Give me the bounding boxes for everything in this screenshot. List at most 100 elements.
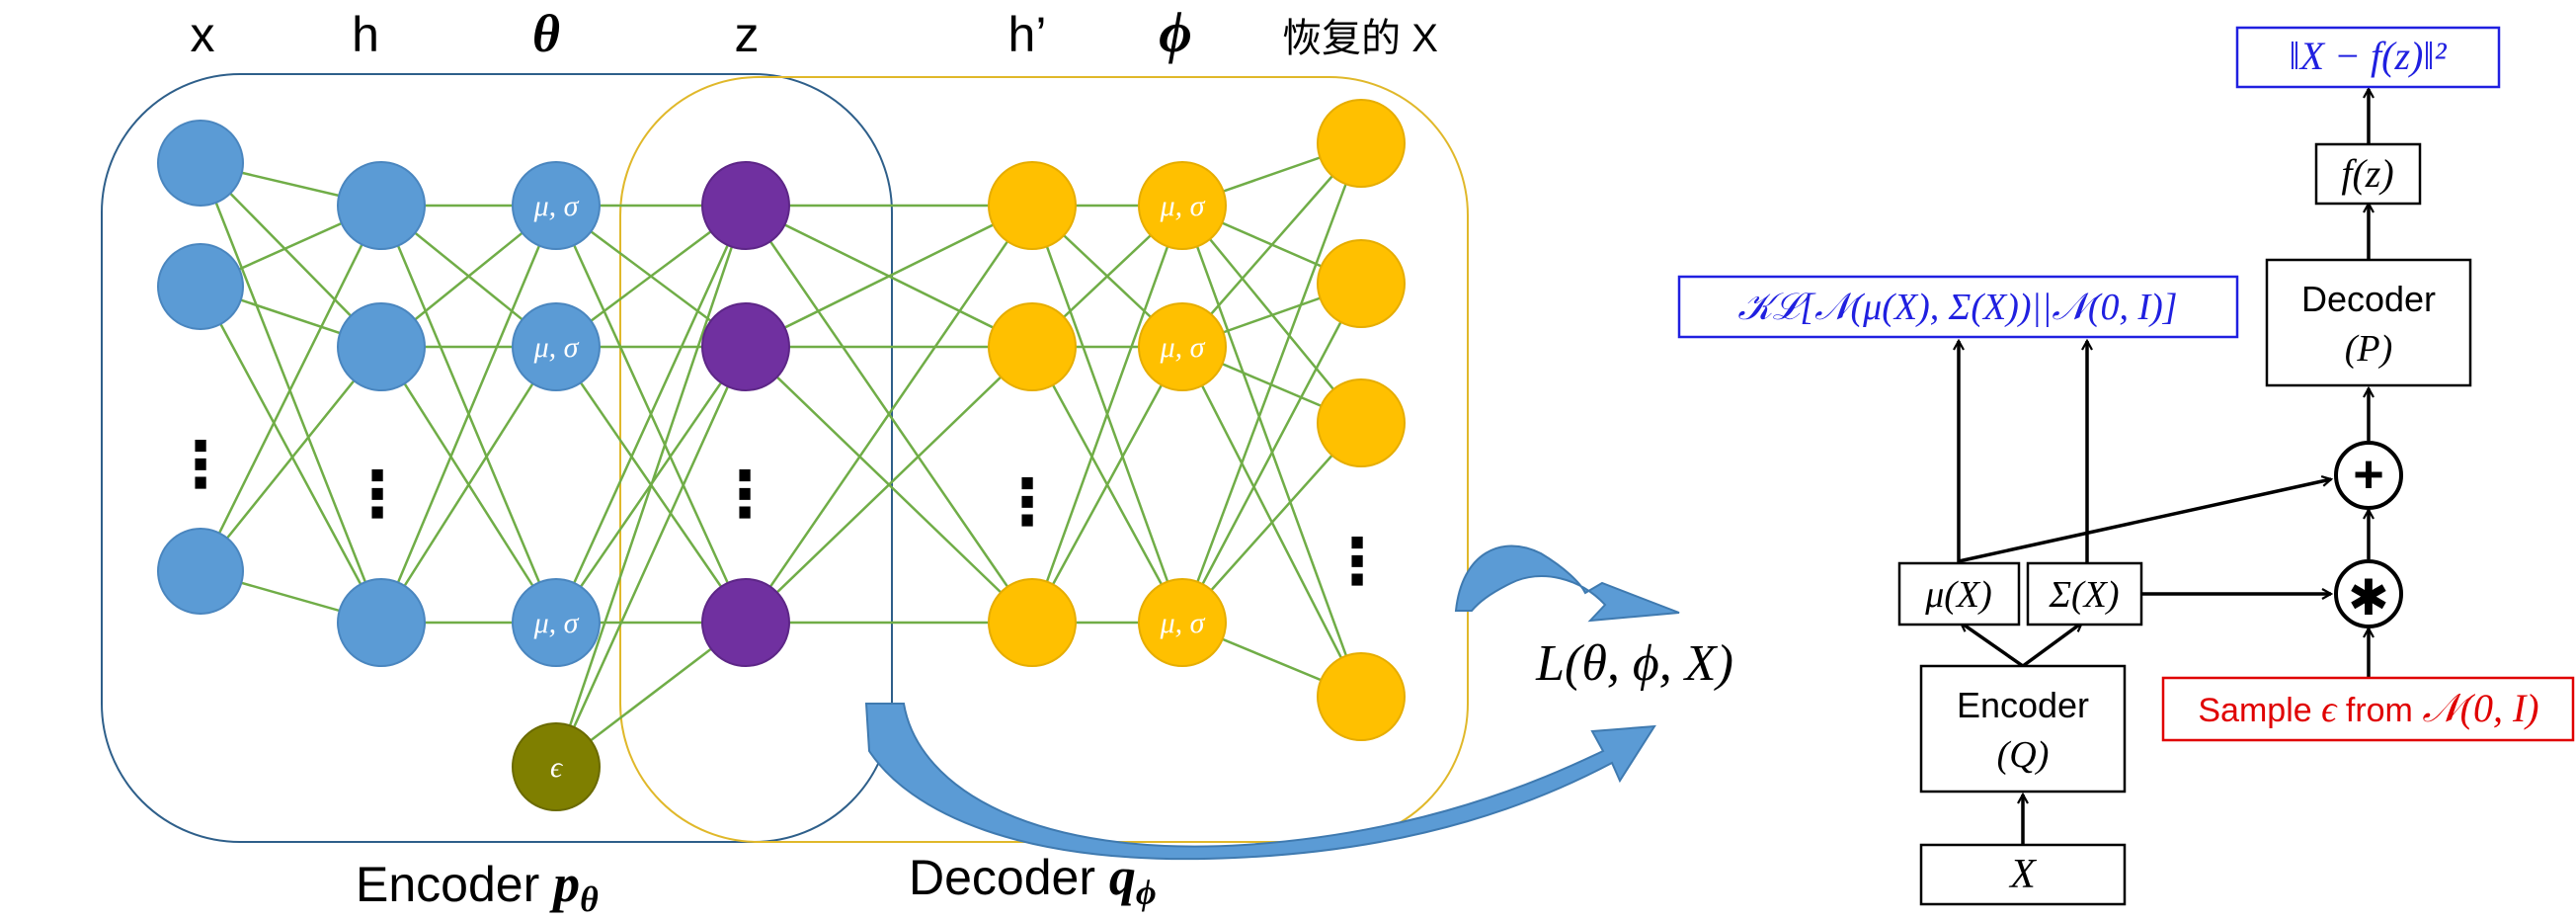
encoder-param: (Q)	[1997, 734, 2050, 776]
sample-mid: from	[2336, 692, 2422, 729]
edge	[744, 205, 1034, 624]
decoder-caption-sub: ϕ	[1136, 873, 1157, 912]
node-hidden-2	[337, 578, 426, 667]
kl-box	[1677, 275, 2239, 339]
encoder-caption: Encoder pθ	[356, 854, 599, 919]
node-output-2	[1317, 378, 1406, 467]
node-label-mu-sigma: μ, σ	[1160, 607, 1206, 639]
recon-loss-box	[2235, 26, 2501, 89]
encoder-box	[1919, 664, 2127, 794]
edge	[379, 205, 558, 624]
loss-label: L(θ, ϕ, X)	[1535, 635, 1733, 692]
arrow-encoder-to-sigma	[2021, 621, 2082, 668]
vae-flowchart	[1677, 26, 2575, 906]
column-label-h-prime: h’	[1008, 7, 1047, 62]
input-label: X	[2008, 852, 2038, 897]
node-hidden-1	[337, 302, 426, 391]
node-label-mu-sigma: μ, σ	[533, 607, 580, 639]
node-output-1	[1317, 239, 1406, 328]
node-label-mu-sigma: μ, σ	[1160, 331, 1206, 364]
edge	[745, 346, 1033, 624]
arrow-mu-to-plus	[1958, 479, 2331, 563]
output-to-loss-arrow	[1454, 544, 1680, 623]
encoder-title: Encoder	[1957, 685, 2089, 725]
edge	[1181, 142, 1362, 348]
node-phi-0	[1138, 161, 1227, 250]
ellipsis-latent: ⋮	[713, 459, 776, 530]
node-label-mu-sigma: μ, σ	[533, 190, 580, 222]
sample-box	[2161, 676, 2575, 742]
node-input-2	[157, 528, 244, 615]
column-label-x: x	[191, 7, 215, 62]
ellipsis-decoder-hidden: ⋮	[996, 466, 1059, 538]
node-phi-1	[1138, 302, 1227, 391]
edge	[1181, 422, 1362, 624]
arrow-encoder-to-mu	[1961, 621, 2025, 668]
node-theta-0	[512, 161, 601, 250]
mu-box	[1897, 561, 2021, 627]
plus-symbol: +	[2353, 445, 2384, 504]
column-label-recovered-x: 恢复的 X	[1282, 17, 1438, 60]
epsilon-edge	[554, 346, 748, 768]
fz-box	[2314, 142, 2422, 206]
node-input-1	[157, 243, 244, 330]
edge	[200, 346, 382, 572]
edge	[199, 205, 383, 572]
sample-label: Sample ϵ from 𝒩(0, I)	[2198, 686, 2538, 730]
encoder-caption-text: Encoder	[356, 857, 553, 912]
times-operator	[2334, 559, 2403, 628]
ellipsis-output: ⋮	[1326, 526, 1389, 597]
sigma-box	[2026, 561, 2143, 627]
mu-label: μ(X)	[1924, 574, 1992, 616]
node-output-0	[1317, 99, 1406, 188]
edge	[1030, 205, 1184, 624]
node-dhidden-1	[988, 302, 1077, 391]
neural-network-panel: μ, σ μ, σ μ, σ μ, σ μ, σ μ, σ ϵ x h θ z h’ ϕ 恢…	[101, 0, 1733, 919]
edge	[199, 162, 383, 624]
encoder-caption-math: p	[549, 854, 580, 913]
ellipsis-hidden: ⋮	[346, 459, 409, 530]
vae-flowchart-text: ‖X − f(z)‖² f(z) Decoder (P) 𝒦ℒ[𝒩(μ(X), …	[1737, 34, 2538, 897]
plus-operator	[2334, 441, 2403, 510]
node-label-mu-sigma: μ, σ	[1160, 190, 1206, 222]
sample-eps: ϵ	[2321, 689, 2338, 730]
column-label-theta: θ	[532, 4, 560, 63]
decoder-title: Decoder	[2301, 279, 2436, 319]
node-theta-1	[512, 302, 601, 391]
node-epsilon	[512, 722, 601, 811]
sample-prefix: Sample	[2198, 692, 2321, 729]
epsilon-edge	[554, 205, 748, 768]
node-output-3	[1317, 652, 1406, 741]
node-theta-2	[512, 578, 601, 667]
edge	[379, 346, 558, 624]
encoder-region	[101, 73, 893, 843]
edge	[1030, 346, 1184, 624]
fz-label: f(z)	[2341, 151, 2393, 196]
sigma-label: Σ(X)	[2048, 574, 2119, 616]
decoder-box	[2265, 258, 2472, 387]
node-dhidden-0	[988, 161, 1077, 250]
ellipsis-input: ⋮	[169, 429, 232, 500]
column-label-phi: ϕ	[1159, 0, 1192, 64]
node-label-epsilon: ϵ	[550, 751, 564, 784]
column-label-z: z	[735, 7, 760, 62]
encoder-to-loss-arrow	[864, 703, 1656, 861]
decoder-caption-text: Decoder	[909, 850, 1109, 905]
node-dhidden-2	[988, 578, 1077, 667]
node-hidden-0	[337, 161, 426, 250]
decoder-param: (P)	[2345, 328, 2393, 370]
edge	[745, 204, 1033, 349]
edge	[1180, 283, 1363, 624]
kl-label: 𝒦ℒ[𝒩(μ(X), Σ(X))||𝒩(0, I)]	[1737, 287, 2177, 328]
node-latent-2	[701, 578, 790, 667]
recon-loss-label: ‖X − f(z)‖²	[2289, 34, 2447, 78]
edge	[199, 286, 383, 624]
times-symbol: ✱	[2348, 570, 2389, 626]
sample-dist: 𝒩(0, I)	[2422, 686, 2538, 730]
encoder-caption-sub: θ	[580, 879, 599, 919]
edge	[554, 205, 748, 624]
network-nodes: μ, σ μ, σ μ, σ μ, σ μ, σ μ, σ ϵ	[157, 99, 1406, 811]
input-box	[1919, 843, 2127, 906]
column-label-h: h	[352, 7, 379, 62]
node-input-0	[157, 120, 244, 207]
